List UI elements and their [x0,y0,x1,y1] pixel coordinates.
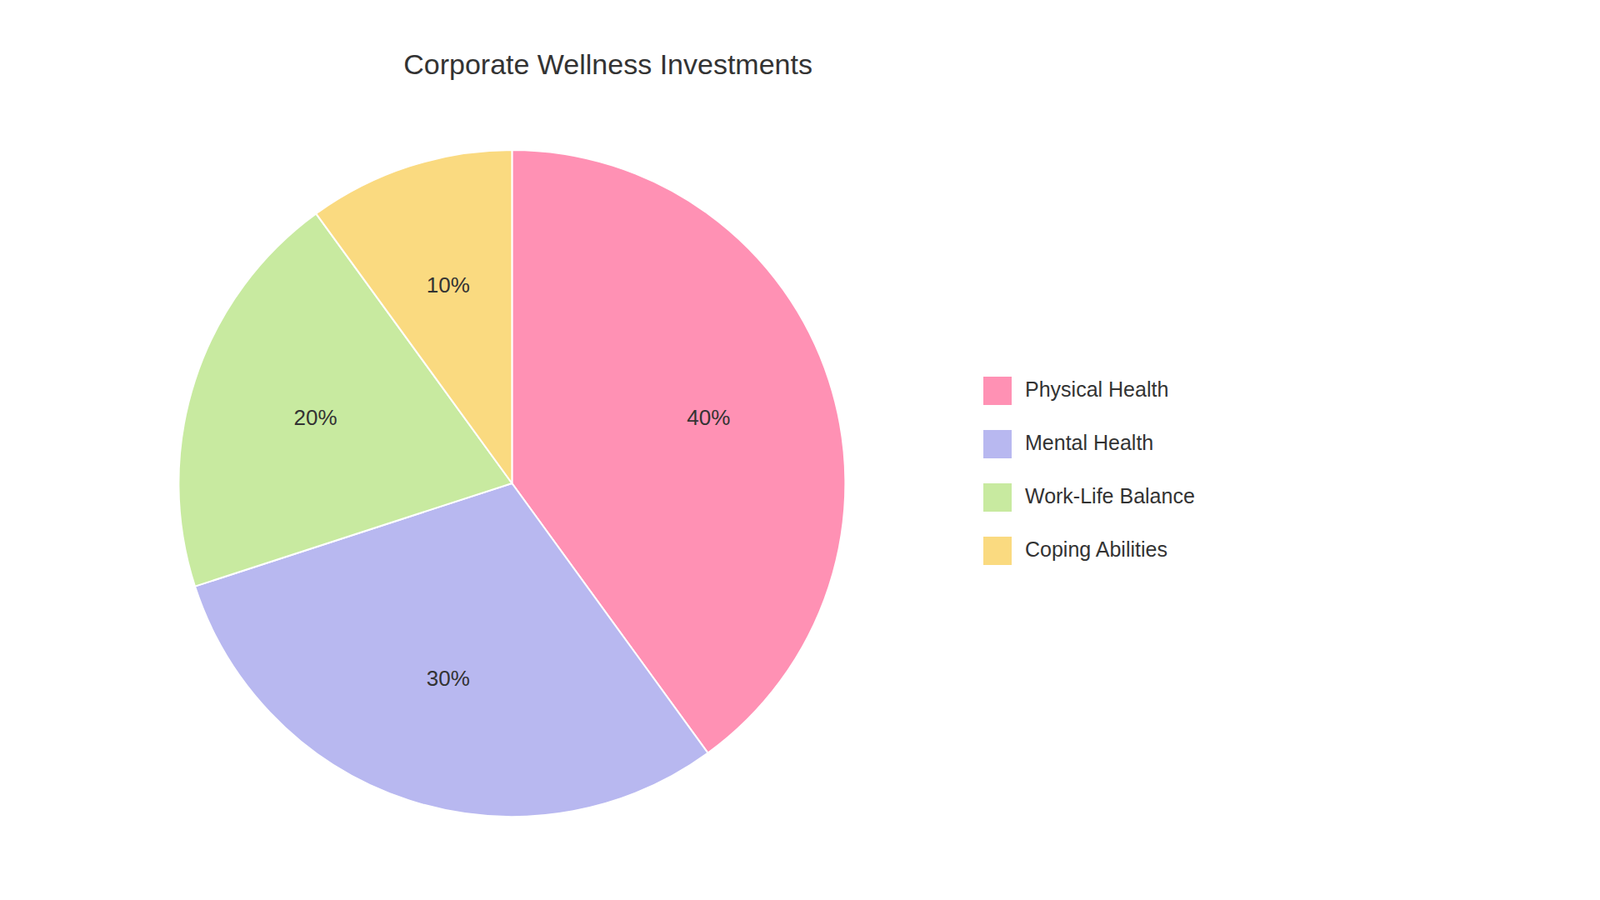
slice [315,150,512,484]
legend-swatch [983,536,1012,565]
chart: Corporate Wellness Investments 40% 30% 20% 1… [0,0,1600,900]
data-label: 30% [426,665,470,691]
data-label: 10% [426,272,470,298]
legend-swatch [983,430,1012,459]
legend-item: Coping Abilities [983,536,1168,565]
legend: Physical Health Mental Health Work-Life Ba… [983,376,1195,565]
legend-swatch [983,483,1012,512]
pie: 40% 30% 20% 10% [178,150,845,817]
legend-swatch [983,376,1012,405]
title: Corporate Wellness Investments [403,48,813,80]
legend-item: Physical Health [983,376,1169,405]
legend-label: Coping Abilities [1025,537,1168,561]
legend-label: Physical Health [1025,377,1169,401]
legend-item: Work-Life Balance [983,483,1195,512]
legend-label: Work-Life Balance [1025,484,1195,508]
legend-label: Mental Health [1025,430,1154,455]
data-label: 20% [294,405,338,430]
legend-item: Mental Health [983,430,1154,459]
data-label: 40% [686,405,730,430]
